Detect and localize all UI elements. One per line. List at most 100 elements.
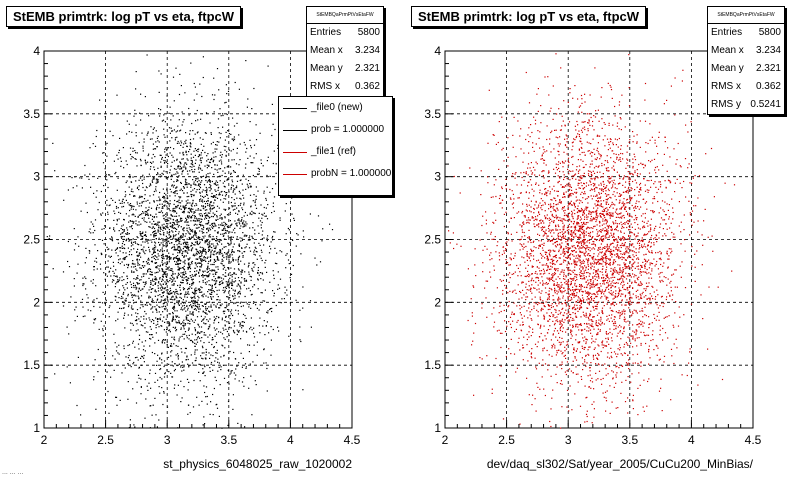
data-point (240, 338, 242, 340)
data-point (132, 205, 134, 207)
data-point (74, 243, 77, 245)
data-point (212, 212, 214, 214)
data-point (95, 257, 97, 259)
data-point (529, 314, 531, 316)
data-point (206, 209, 208, 211)
data-point (184, 333, 186, 335)
data-point (225, 154, 227, 156)
data-point (198, 188, 200, 190)
data-point (677, 325, 680, 327)
data-point (176, 277, 178, 279)
data-point (625, 341, 627, 344)
stats-header: StEMBQaPrmPtVsEtaFW (307, 7, 383, 24)
data-point (157, 339, 160, 341)
data-point (154, 255, 156, 257)
data-point (629, 139, 631, 141)
data-point (200, 266, 202, 268)
data-point (148, 226, 150, 228)
data-point (211, 302, 213, 304)
data-point (237, 261, 239, 263)
data-point (618, 159, 620, 161)
data-point (230, 261, 232, 263)
data-point (142, 248, 144, 250)
data-point (172, 246, 174, 248)
data-point (201, 400, 203, 402)
data-point (581, 241, 583, 243)
data-point (166, 197, 168, 200)
data-point (269, 308, 271, 311)
data-point (125, 252, 127, 254)
data-point (234, 289, 236, 291)
data-point (160, 242, 162, 244)
data-point (200, 160, 202, 162)
data-point (186, 221, 188, 223)
data-point (166, 343, 168, 346)
data-point (257, 190, 259, 192)
data-point (619, 217, 621, 219)
data-point (279, 250, 281, 252)
data-point (612, 378, 614, 380)
data-point (207, 227, 209, 229)
data-point (187, 231, 189, 233)
data-point (204, 278, 206, 280)
data-point (113, 333, 115, 335)
data-point (116, 218, 118, 221)
data-point (205, 240, 207, 242)
data-point (190, 304, 192, 306)
data-point (219, 137, 221, 139)
data-point (624, 401, 627, 403)
data-point (170, 226, 172, 228)
data-point (171, 210, 173, 212)
data-point (174, 326, 177, 328)
data-point (622, 286, 624, 289)
data-point (225, 269, 227, 271)
data-point (191, 297, 193, 299)
data-point (302, 307, 304, 309)
data-point (187, 329, 190, 331)
data-point (216, 181, 219, 183)
data-point (609, 280, 611, 282)
data-point (237, 310, 239, 312)
data-point (222, 265, 224, 267)
data-point (223, 377, 226, 379)
data-point (213, 196, 215, 198)
data-point (201, 252, 203, 254)
data-point (208, 274, 210, 276)
data-point (180, 275, 182, 277)
data-point (213, 173, 215, 175)
data-point (233, 302, 235, 304)
data-point (219, 249, 221, 251)
data-point (154, 289, 156, 291)
data-point (123, 238, 125, 240)
data-point (205, 253, 207, 255)
data-point (236, 224, 238, 226)
data-point (248, 237, 250, 239)
data-point (114, 358, 116, 360)
data-point (588, 119, 590, 121)
data-point (164, 281, 166, 283)
data-point (213, 183, 215, 185)
data-point (158, 225, 160, 227)
data-point (247, 180, 250, 182)
data-point (235, 302, 237, 304)
data-point (168, 323, 170, 325)
data-point (199, 332, 201, 334)
data-point (203, 250, 205, 252)
data-point (150, 328, 152, 330)
data-point (161, 268, 163, 270)
data-point (624, 265, 626, 267)
data-point (267, 65, 269, 67)
data-point (230, 311, 232, 313)
data-point (186, 293, 188, 295)
data-point (137, 263, 139, 265)
data-point (159, 358, 161, 360)
data-point (221, 303, 223, 305)
data-point (151, 288, 153, 290)
data-point (230, 173, 232, 175)
data-point (133, 115, 135, 117)
data-point (612, 124, 614, 126)
data-point (611, 292, 613, 294)
data-point (239, 237, 241, 239)
data-point (67, 260, 69, 263)
data-point (241, 247, 243, 249)
